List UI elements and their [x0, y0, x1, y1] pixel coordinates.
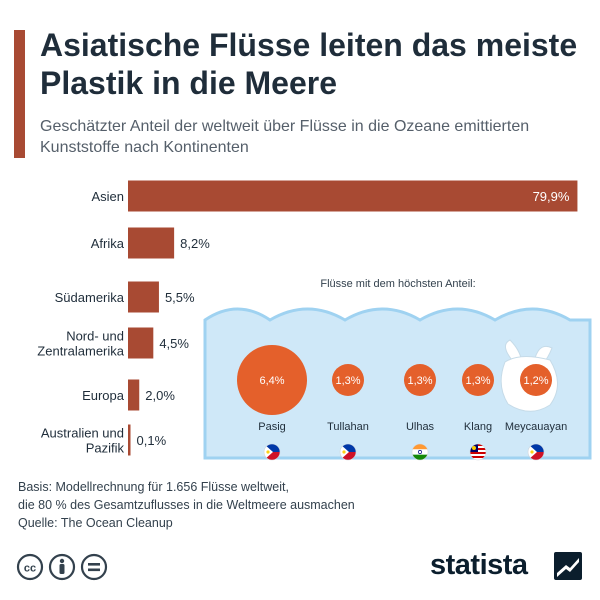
india-flag-icon	[411, 443, 429, 461]
river-bubble-2	[404, 364, 436, 396]
river-name-1: Tullahan	[327, 421, 369, 433]
category-label-2: Südamerika	[55, 290, 125, 305]
river-bubble-4	[520, 364, 552, 396]
value-label-1: 8,2%	[180, 236, 210, 251]
category-label-0: Asien	[91, 189, 124, 204]
creative-commons-icon[interactable]: cc	[16, 553, 44, 581]
river-value-0: 6,4%	[259, 375, 284, 387]
category-label-1: Afrika	[91, 236, 125, 251]
svg-text:cc: cc	[24, 563, 36, 575]
river-name-3: Klang	[464, 421, 492, 433]
statista-logo-mark-icon	[554, 552, 582, 580]
river-bubble-0	[237, 345, 307, 415]
bar-4	[128, 379, 140, 411]
no-derivatives-icon[interactable]	[80, 553, 108, 581]
bar-5	[128, 424, 131, 456]
chart-subtitle: Geschätzter Anteil der weltweit über Flü…	[40, 118, 530, 156]
chart-title: Asiatische Flüsse leiten das meiste Plas…	[40, 27, 578, 101]
category-label-3: Nord- und Zentralamerika	[37, 329, 124, 359]
value-label-0: 79,9%	[533, 189, 570, 204]
bar-1	[128, 227, 175, 259]
basis-line-2: die 80 % des Gesamtzuflusses in die Welt…	[18, 498, 355, 512]
philippines-flag-icon	[339, 443, 357, 461]
water-panel	[203, 307, 592, 460]
bar-0	[128, 180, 578, 212]
category-label-4: Europa	[82, 388, 125, 403]
river-bubble-1	[332, 364, 364, 396]
value-label-2: 5,5%	[165, 290, 195, 305]
basis-line-1: Basis: Modellrechnung für 1.656 Flüsse w…	[18, 480, 289, 494]
footnote: Basis: Modellrechnung für 1.656 Flüsse w…	[18, 478, 578, 532]
value-label-5: 0,1%	[137, 433, 167, 448]
philippines-flag-icon	[263, 443, 281, 461]
attribution-icon[interactable]	[48, 553, 76, 581]
bar-3	[128, 327, 154, 359]
title-accent-bar	[14, 30, 25, 158]
philippines-flag-icon	[527, 443, 545, 461]
rivers-title: Flüsse mit dem höchsten Anteil:	[320, 278, 475, 290]
value-label-4: 2,0%	[145, 388, 175, 403]
source-line: Quelle: The Ocean Cleanup	[18, 516, 173, 530]
river-bubble-3	[462, 364, 494, 396]
river-value-2: 1,3%	[407, 375, 432, 387]
statista-logo-text: statista	[430, 549, 528, 581]
bar-2	[128, 281, 159, 313]
river-name-4: Meycauayan	[505, 421, 567, 433]
malaysia-flag-icon	[469, 443, 487, 461]
category-label-5: Australien und Pazifik	[41, 426, 125, 456]
river-value-3: 1,3%	[465, 375, 490, 387]
value-label-3: 4,5%	[159, 336, 189, 351]
river-value-4: 1,2%	[523, 375, 548, 387]
river-name-0: Pasig	[258, 421, 286, 433]
river-name-2: Ulhas	[406, 421, 435, 433]
river-value-1: 1,3%	[335, 375, 360, 387]
license-icons: cc	[16, 553, 108, 581]
